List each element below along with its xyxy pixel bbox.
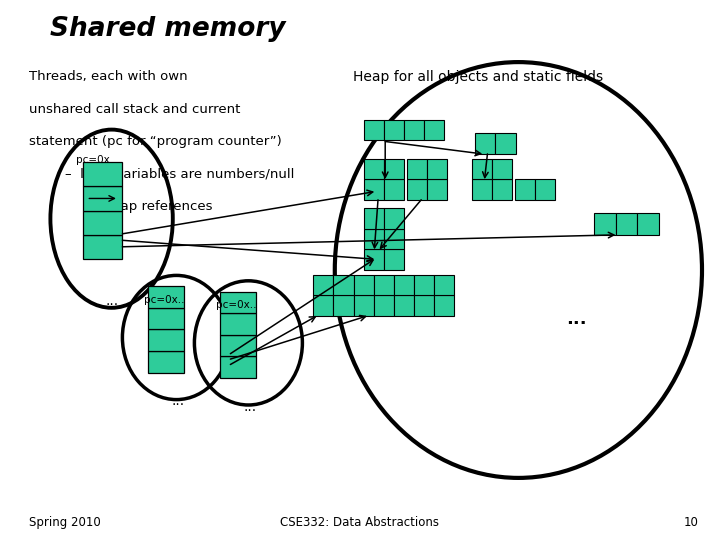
Bar [148,308,184,329]
Bar [148,329,184,351]
Bar [434,275,454,295]
Bar [637,213,659,235]
Text: ...: ... [105,294,118,308]
Bar [364,159,384,179]
Bar [427,159,447,179]
Bar [83,211,122,235]
Bar [492,179,512,200]
Bar [515,179,535,200]
Bar [616,213,637,235]
Bar [407,159,427,179]
Bar [384,229,404,249]
Bar [364,120,384,140]
Bar [394,295,414,316]
Text: pc=0x..: pc=0x.. [216,300,256,310]
Bar [407,179,427,200]
Text: or heap references: or heap references [86,200,213,213]
Bar [535,179,555,200]
Bar [394,275,414,295]
Text: pc=0x..: pc=0x.. [144,295,184,305]
Bar [384,159,404,179]
Bar [354,275,374,295]
Bar [83,186,122,211]
Text: ...: ... [244,400,257,414]
Bar [475,133,495,154]
Text: –  local variables are numbers/null: – local variables are numbers/null [65,167,294,180]
Bar [427,179,447,200]
Bar [220,335,256,356]
Text: ...: ... [566,309,586,328]
Text: pc=0x..: pc=0x.. [76,154,116,165]
Text: statement (pc for “program counter”): statement (pc for “program counter”) [29,135,282,148]
Bar [83,162,122,186]
Bar [384,249,404,270]
Text: Shared memory: Shared memory [50,16,286,42]
Text: unshared call stack and current: unshared call stack and current [29,103,240,116]
Bar [384,120,404,140]
Bar [384,179,404,200]
Text: Spring 2010: Spring 2010 [29,516,101,529]
Text: 10: 10 [683,516,698,529]
Bar [333,275,354,295]
Bar [364,179,384,200]
Bar [220,313,256,335]
Bar [220,356,256,378]
Bar [333,295,354,316]
Bar [414,275,434,295]
Text: ...: ... [172,394,185,408]
Bar [148,286,184,308]
Bar [472,159,492,179]
Bar [492,159,512,179]
Bar [148,351,184,373]
Bar [472,179,492,200]
Bar [354,295,374,316]
Bar [404,120,424,140]
Bar [364,249,384,270]
Bar [364,229,384,249]
Bar [313,295,333,316]
Text: Heap for all objects and static fields: Heap for all objects and static fields [353,70,603,84]
Bar [220,292,256,313]
Bar [414,295,434,316]
Bar [434,295,454,316]
Bar [424,120,444,140]
Bar [374,275,394,295]
Bar [374,295,394,316]
Text: Threads, each with own: Threads, each with own [29,70,187,83]
Bar [384,208,404,229]
Bar [594,213,616,235]
Bar [495,133,516,154]
Text: CSE332: Data Abstractions: CSE332: Data Abstractions [281,516,439,529]
Bar [83,235,122,259]
Bar [364,208,384,229]
Bar [313,275,333,295]
